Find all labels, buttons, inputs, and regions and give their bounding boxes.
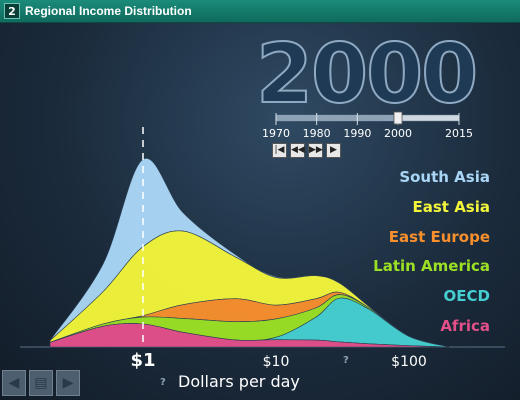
next-arrow-icon[interactable]: ▶	[56, 370, 80, 396]
timeline-tick-label: 2000	[384, 127, 412, 140]
area-africa	[49, 323, 450, 348]
help-icon: ?	[343, 355, 349, 366]
timeline-tick-label: 1970	[262, 127, 290, 140]
x-tick-label: $1	[130, 350, 155, 371]
fast-forward-button[interactable]: ▶▶	[308, 143, 323, 158]
legend-latin-america: Latin America	[373, 257, 490, 275]
menu-icon[interactable]: ▤	[29, 370, 53, 396]
title-bar: 2 Regional Income Distribution	[0, 0, 520, 23]
rewind-button[interactable]: ◀◀	[290, 143, 305, 158]
legend-south-asia: South Asia	[399, 168, 490, 186]
help-icon: ?	[160, 377, 166, 388]
timeline-handle	[393, 111, 403, 125]
x-axis-label: Dollars per day	[178, 372, 300, 391]
previous-arrow-icon[interactable]: ◀	[2, 370, 26, 396]
timeline-progress	[276, 115, 398, 121]
timeline-tick-label: 1990	[343, 127, 371, 140]
legend-africa: Africa	[440, 317, 490, 335]
chart-number-badge: 2	[4, 3, 20, 19]
legend-east-asia: East Asia	[412, 198, 491, 216]
play-button[interactable]: ▶	[326, 143, 341, 158]
timeline-tick-label: 1980	[303, 127, 331, 140]
year-display: 2000	[255, 27, 479, 122]
go-to-start-button[interactable]: |◀	[272, 143, 287, 158]
x-tick-label: $10	[263, 354, 290, 370]
x-tick-label: $100	[391, 354, 427, 370]
timeline-tick-label: 2015	[445, 127, 473, 140]
legend-oecd: OECD	[443, 287, 490, 305]
chart-title: Regional Income Distribution	[25, 4, 192, 18]
legend-east-europe: East Europe	[388, 228, 490, 246]
